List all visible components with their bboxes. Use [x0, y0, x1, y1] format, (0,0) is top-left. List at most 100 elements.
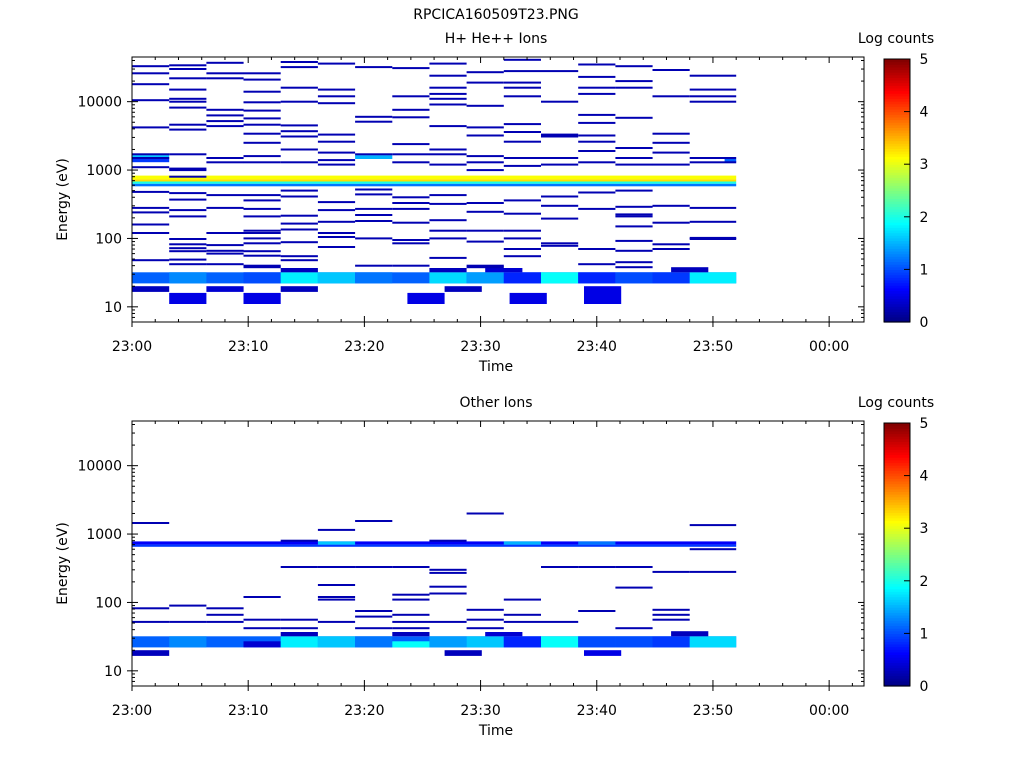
heatmap-cell: [355, 120, 393, 123]
colorbar-segment: [884, 488, 910, 492]
colorbar-segment: [884, 672, 910, 677]
heatmap-cell: [429, 148, 467, 151]
heatmap-cell: [280, 100, 318, 103]
heatmap-cell: [652, 608, 690, 611]
colorbar-segment: [884, 206, 910, 210]
heatmap-cell: [541, 100, 579, 103]
x-tick-label: 23:30: [460, 703, 500, 719]
y-axis-label: Energy (eV): [55, 522, 71, 605]
colorbar-segment: [884, 185, 910, 189]
heatmap-cell: [466, 229, 504, 232]
colorbar-segment: [884, 646, 910, 650]
heatmap-cell: [355, 214, 393, 216]
colorbar-tick-label: 4: [920, 105, 929, 121]
colorbar-segment: [884, 256, 910, 260]
colorbar-tick-label: 3: [920, 521, 929, 537]
heatmap-cell: [280, 135, 318, 138]
heatmap-cell: [243, 250, 281, 253]
heatmap-cell: [355, 115, 393, 118]
heatmap-cell: [280, 627, 318, 630]
heatmap-cell: [132, 190, 170, 193]
colorbar-segment: [884, 543, 910, 548]
colorbar-segment: [884, 578, 910, 582]
colorbar-segment: [884, 93, 910, 97]
heatmap-cell: [280, 66, 318, 69]
heatmap-cell: [355, 237, 393, 240]
heatmap-cell: [355, 193, 393, 196]
x-tick-label: 23:50: [693, 339, 733, 355]
heatmap-cell: [317, 88, 356, 91]
heatmap-cell: [392, 566, 430, 568]
heatmap-cell: [132, 157, 170, 159]
heatmap-cell: [652, 613, 690, 616]
colorbar-segment: [884, 135, 910, 139]
heatmap-cell: [689, 100, 737, 103]
colorbar-segment: [884, 143, 910, 147]
colorbar-segment: [884, 436, 910, 440]
colorbar-segment: [884, 596, 910, 600]
heatmap-cell: [132, 232, 170, 234]
heatmap-cell: [503, 164, 541, 167]
colorbar-segment: [884, 504, 910, 508]
panel-1: 23:00 23:10 23:20 23:30 23:40 23:50 00:0010100…: [55, 31, 934, 375]
heatmap-cell: [169, 123, 207, 126]
heatmap-cell: [503, 86, 541, 89]
heatmap-cell: [503, 620, 541, 623]
heatmap-cell: [280, 189, 318, 192]
colorbar-segment: [884, 66, 910, 71]
colorbar-segment: [884, 61, 910, 65]
heatmap-cell: [206, 252, 244, 255]
colorbar-segment: [884, 454, 910, 458]
colorbar-tick-label: 2: [920, 210, 929, 226]
x-tick-label: 23:20: [344, 703, 384, 719]
heatmap-cell: [466, 155, 504, 158]
heatmap-cell: [317, 201, 356, 204]
heatmap-cell: [206, 72, 244, 75]
x-tick-label: 23:40: [577, 703, 617, 719]
heatmap-cell: [578, 191, 616, 194]
heatmap-cell: [689, 636, 737, 648]
heatmap-cell: [615, 215, 653, 218]
colorbar-segment: [884, 95, 910, 100]
heatmap-cell: [466, 210, 504, 213]
colorbar-segment: [884, 306, 910, 310]
heatmap-cell: [541, 204, 579, 207]
colorbar-tick-label: 3: [920, 157, 929, 173]
colorbar-segment: [884, 593, 910, 598]
heatmap-cell: [169, 620, 207, 623]
colorbar-segment: [884, 111, 910, 115]
colorbar-segment: [884, 643, 910, 648]
heatmap-cell: [466, 272, 504, 284]
heatmap-cell: [689, 88, 737, 91]
colorbar-segment: [884, 172, 910, 176]
colorbar-segment: [884, 438, 910, 443]
colorbar-segment: [884, 641, 910, 645]
heatmap-cell: [243, 215, 281, 218]
heatmap-cell: [206, 607, 244, 610]
heatmap-cell: [503, 157, 541, 159]
heatmap-cell: [503, 81, 541, 84]
colorbar-segment: [884, 74, 910, 79]
heatmap-cell: [206, 244, 244, 247]
colorbar-segment: [884, 475, 910, 479]
heatmap-cell: [243, 264, 281, 267]
heatmap-cell: [429, 256, 467, 259]
heatmap-cell: [429, 636, 467, 648]
heatmap-cell: [429, 62, 467, 65]
panel-2: 23:00 23:10 23:20 23:30 23:40 23:50 00:0010100…: [55, 395, 934, 739]
x-tick-label: 23:00: [112, 339, 152, 355]
colorbar-segment: [884, 114, 910, 118]
colorbar: 0 1 2 3 4 5 Log counts: [858, 31, 934, 331]
heatmap-cell: [392, 242, 430, 245]
colorbar-segment: [884, 651, 910, 656]
heatmap-cell: [392, 593, 430, 596]
heatmap-cell: [503, 70, 541, 73]
heatmap-cell: [169, 100, 207, 103]
colorbar-segment: [884, 601, 910, 606]
heatmap-cell: [503, 541, 541, 545]
heatmap-cell: [355, 264, 393, 267]
heatmap-cell: [615, 65, 653, 68]
x-tick-label: 00:00: [809, 339, 849, 355]
heatmap-cell: [541, 620, 579, 623]
colorbar-segment: [884, 515, 910, 519]
